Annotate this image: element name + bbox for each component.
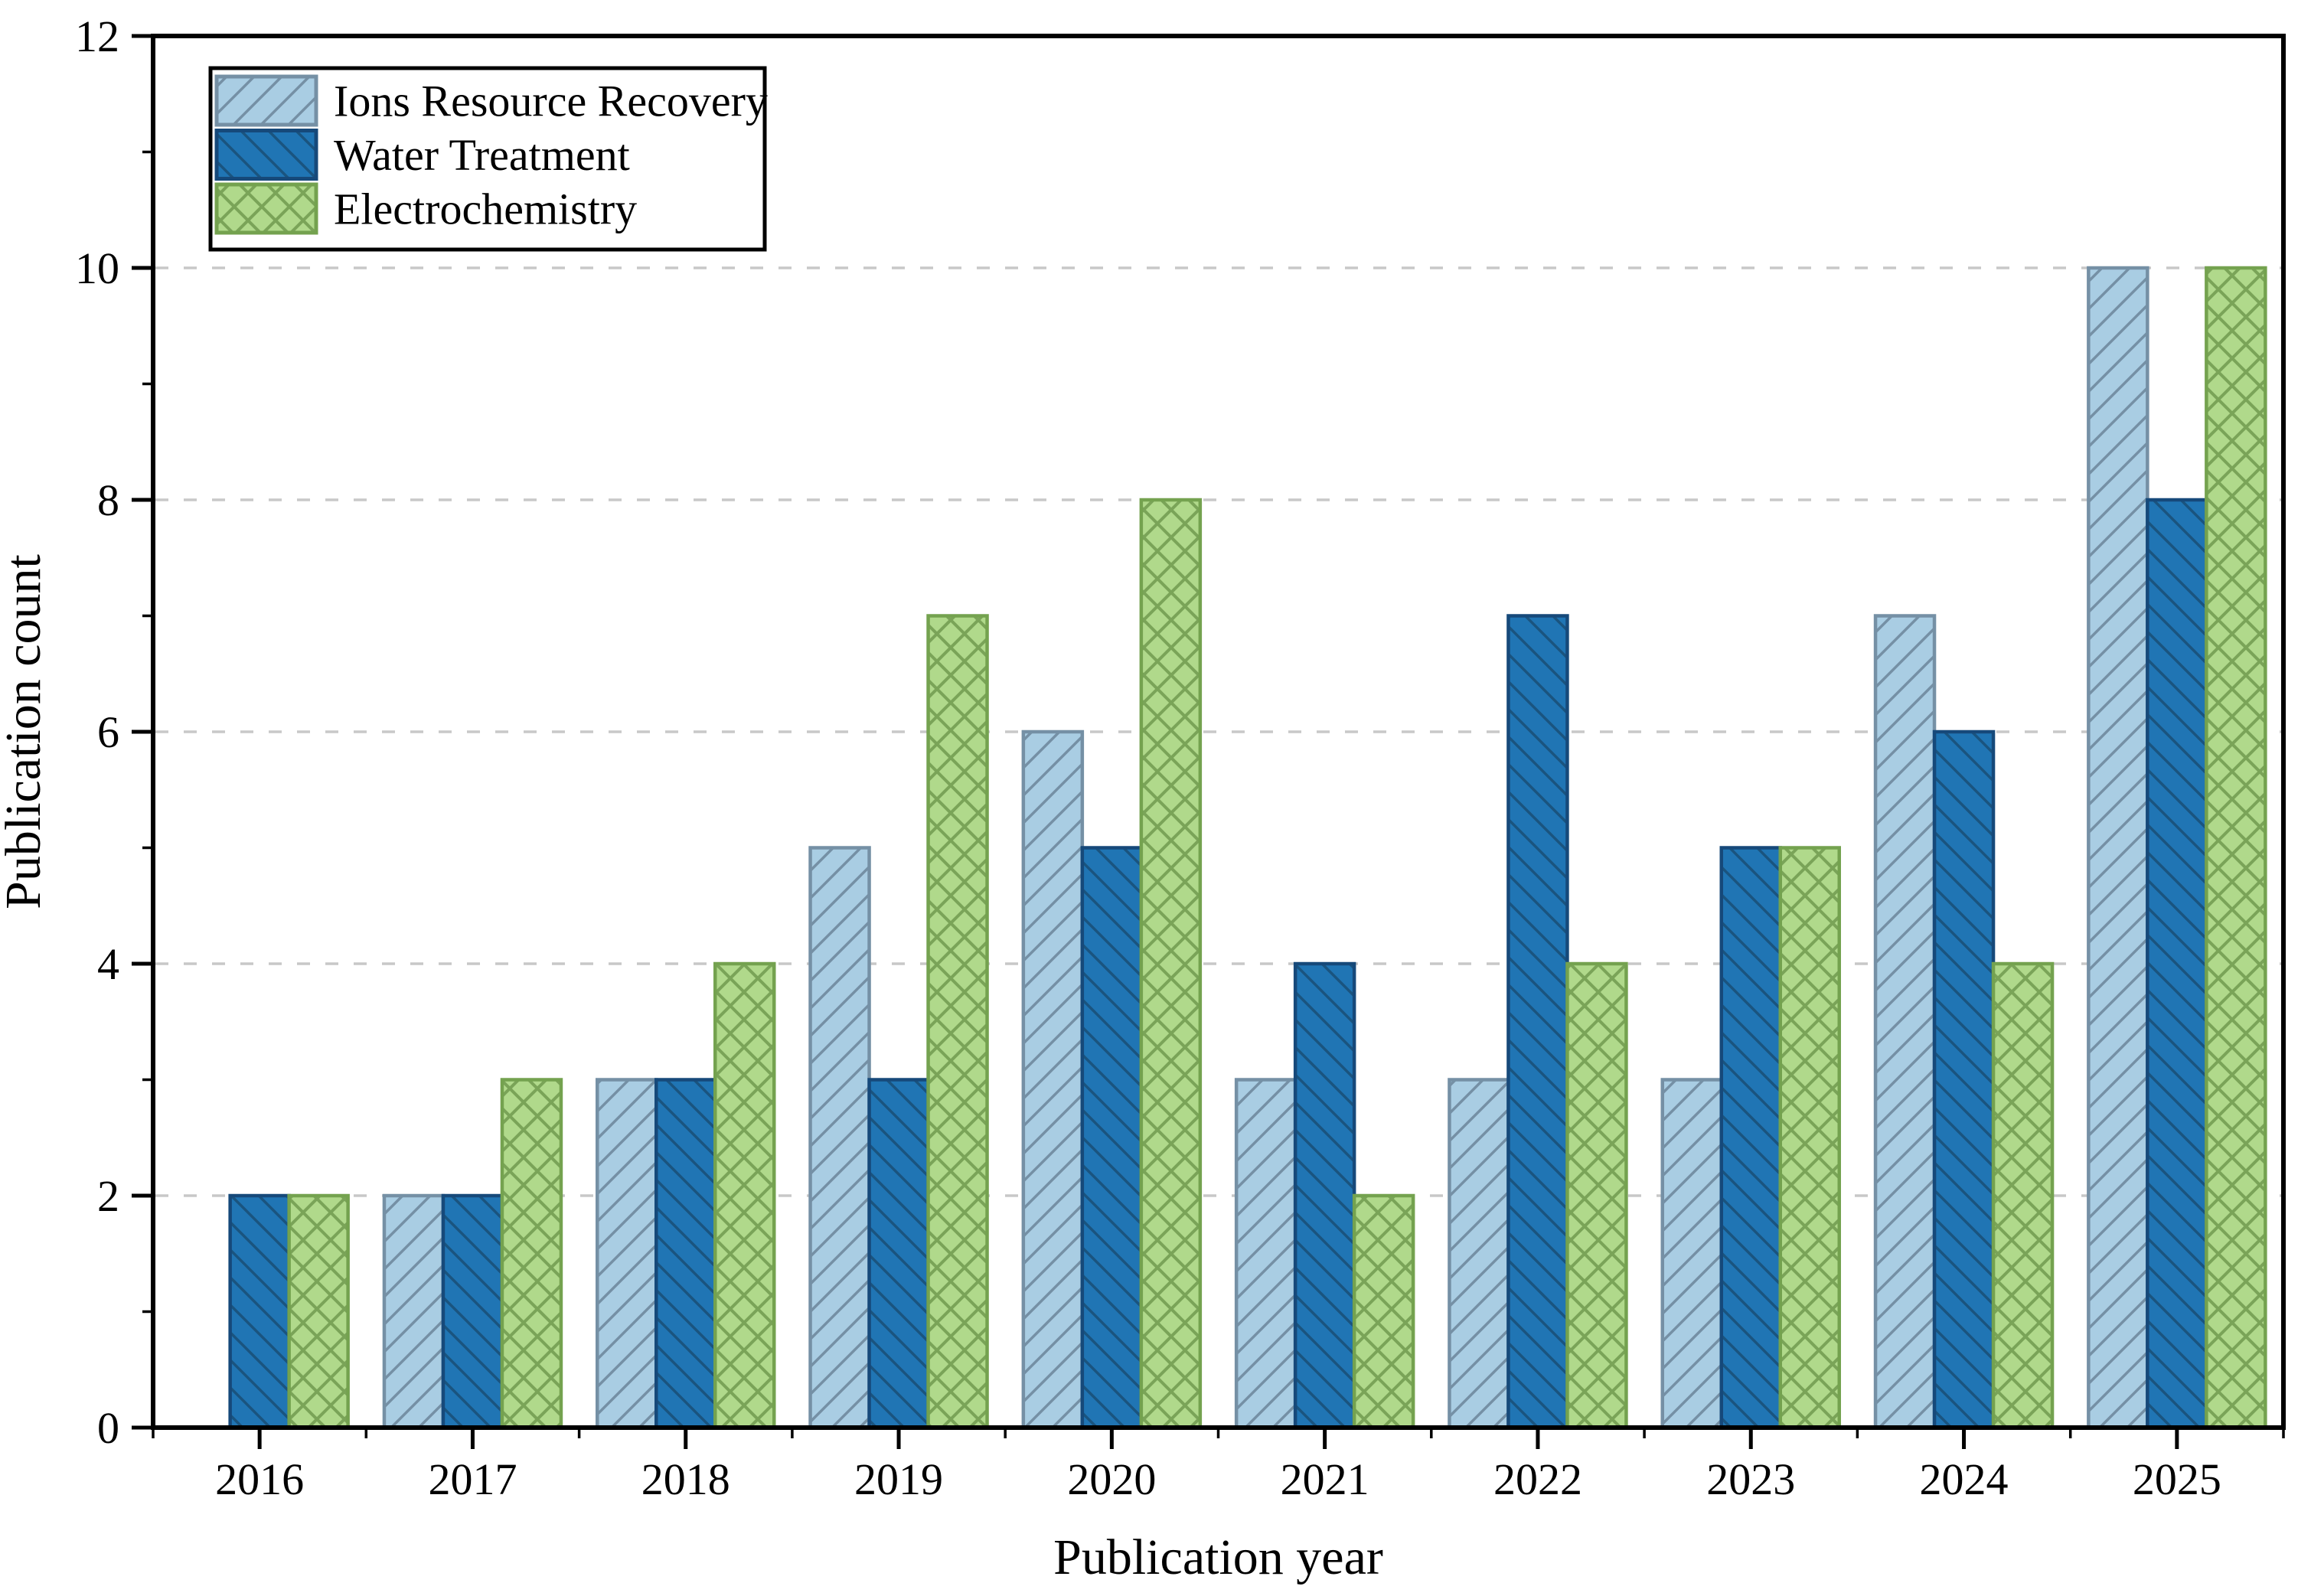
bar-2022-electrochemistry bbox=[1565, 961, 1628, 1430]
y-tick-label-2: 2 bbox=[97, 1171, 119, 1221]
bar-2018-electrochemistry bbox=[713, 961, 776, 1430]
y-axis-title: Publication count bbox=[0, 554, 51, 909]
bar-2020-water-treatment bbox=[1080, 846, 1144, 1430]
bar-2025-water-treatment bbox=[2146, 498, 2208, 1430]
bar-2021-water-treatment bbox=[1293, 961, 1356, 1430]
x-tick-label-2018: 2018 bbox=[641, 1454, 730, 1504]
bar-2016-electrochemistry bbox=[287, 1193, 350, 1430]
bar-2019-electrochemistry bbox=[926, 614, 989, 1430]
x-tick-label-2024: 2024 bbox=[1920, 1454, 2009, 1504]
x-tick-label-2020: 2020 bbox=[1067, 1454, 1156, 1504]
legend-label-water-treatment: Water Treatment bbox=[334, 130, 630, 180]
bar-2022-ions-resource-recovery bbox=[1448, 1078, 1510, 1430]
y-tick-label-10: 10 bbox=[75, 243, 119, 293]
bar-2024-electrochemistry bbox=[1991, 961, 2055, 1430]
bar-2016-water-treatment bbox=[228, 1193, 291, 1430]
bar-2025-ions-resource-recovery bbox=[2087, 266, 2149, 1430]
bar-2017-electrochemistry bbox=[500, 1078, 563, 1430]
bar-2021-electrochemistry bbox=[1352, 1193, 1415, 1430]
y-tick-label-4: 4 bbox=[97, 939, 119, 989]
bar-2018-water-treatment bbox=[654, 1078, 717, 1430]
bar-2023-ions-resource-recovery bbox=[1660, 1078, 1723, 1430]
bar-2023-electrochemistry bbox=[1778, 846, 1841, 1430]
bar-2019-ions-resource-recovery bbox=[808, 846, 871, 1430]
legend-swatch-ions-resource-recovery bbox=[214, 74, 318, 127]
y-tick-label-8: 8 bbox=[97, 475, 119, 525]
y-tick-label-12: 12 bbox=[75, 11, 119, 61]
bars bbox=[228, 266, 2267, 1430]
bar-2017-water-treatment bbox=[441, 1193, 504, 1430]
bar-2024-water-treatment bbox=[1932, 729, 1996, 1430]
y-tick-label-0: 0 bbox=[97, 1403, 119, 1453]
x-tick-label-2016: 2016 bbox=[215, 1454, 304, 1504]
bar-2018-ions-resource-recovery bbox=[596, 1078, 658, 1430]
bar-2019-water-treatment bbox=[867, 1078, 930, 1430]
legend-swatch-electrochemistry bbox=[214, 182, 318, 235]
x-tick-label-2019: 2019 bbox=[854, 1454, 943, 1504]
x-tick-label-2021: 2021 bbox=[1281, 1454, 1369, 1504]
y-axis: 0 2 4 6 8 10 12 bbox=[75, 11, 153, 1453]
x-tick-label-2017: 2017 bbox=[428, 1454, 517, 1504]
legend-swatch-water-treatment bbox=[214, 129, 318, 181]
bar-2023-water-treatment bbox=[1719, 846, 1782, 1430]
x-axis-title: Publication year bbox=[1053, 1529, 1383, 1585]
x-axis: 2016 2017 2018 2019 2020 2021 2022 2023 2024 2025 bbox=[152, 1428, 2285, 1504]
bar-2025-electrochemistry bbox=[2205, 266, 2267, 1430]
bar-2024-ions-resource-recovery bbox=[1873, 614, 1937, 1430]
x-tick-label-2023: 2023 bbox=[1706, 1454, 1795, 1504]
bar-2021-ions-resource-recovery bbox=[1234, 1078, 1297, 1430]
x-tick-label-2022: 2022 bbox=[1493, 1454, 1582, 1504]
y-tick-label-6: 6 bbox=[97, 707, 119, 757]
x-tick-label-2025: 2025 bbox=[2133, 1454, 2221, 1504]
bar-2020-electrochemistry bbox=[1139, 498, 1203, 1430]
legend-label-ions-resource-recovery: Ions Resource Recovery bbox=[334, 77, 768, 126]
legend-label-electrochemistry: Electrochemistry bbox=[334, 184, 637, 234]
bar-2022-water-treatment bbox=[1506, 614, 1569, 1430]
bar-2020-ions-resource-recovery bbox=[1021, 729, 1085, 1430]
bar-2017-ions-resource-recovery bbox=[382, 1193, 446, 1430]
